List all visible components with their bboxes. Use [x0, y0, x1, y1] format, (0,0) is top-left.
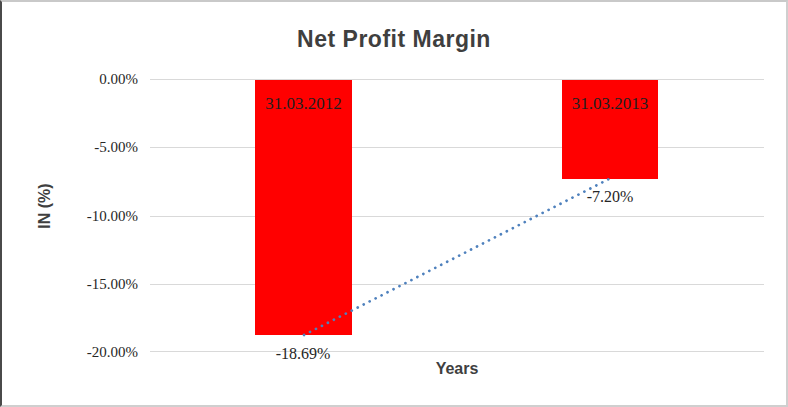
bar-2012: 31.03.2012 [255, 80, 352, 335]
y-tick-label-20: -20.00% [2, 343, 138, 361]
y-tick-label-5: -5.00% [2, 138, 138, 156]
chart-title: Net Profit Margin [2, 26, 786, 53]
gridline-0 [150, 79, 764, 80]
x-axis-title: Years [150, 360, 764, 378]
plot-area: 31.03.2012 31.03.2013 -18.69% -7.20% [150, 79, 764, 352]
bar-2013: 31.03.2013 [562, 80, 658, 179]
gridline-10 [150, 216, 764, 217]
net-profit-margin-chart: Net Profit Margin IN (%) 0.00% -5.00% -1… [0, 0, 788, 407]
y-tick-label-0: 0.00% [2, 70, 138, 88]
bar-label-2012: 31.03.2012 [255, 94, 352, 114]
y-tick-label-15: -15.00% [2, 275, 138, 293]
y-tick-label-10: -10.00% [2, 207, 138, 225]
gridline-20 [150, 351, 764, 352]
gridline-5 [150, 147, 764, 148]
gridline-15 [150, 284, 764, 285]
bar-label-2013: 31.03.2013 [562, 94, 658, 114]
value-label-2013: -7.20% [587, 188, 634, 206]
